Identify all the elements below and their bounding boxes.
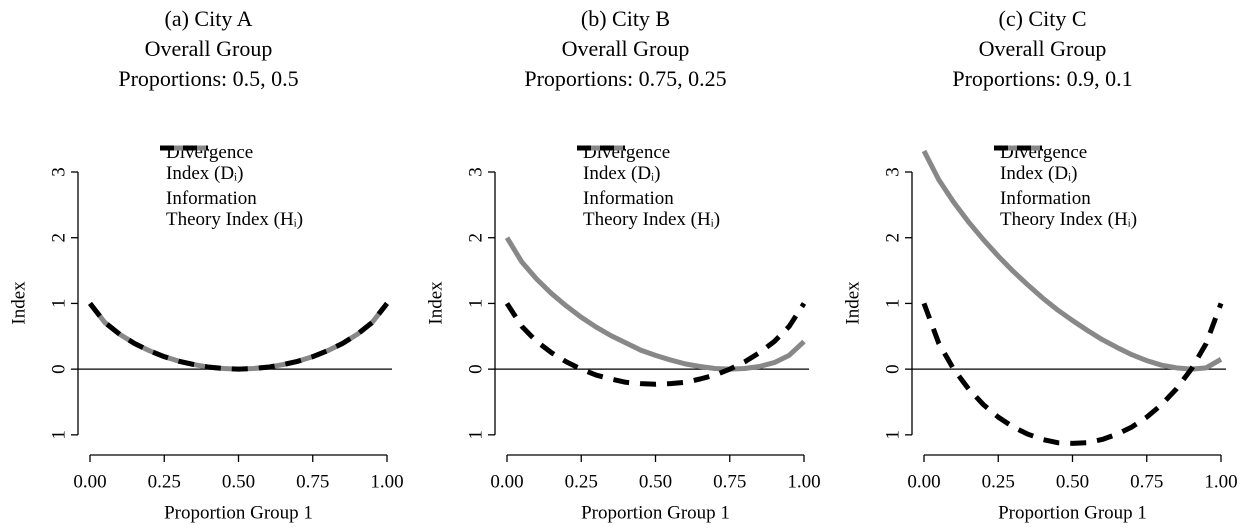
x-axis-title: Proportion Group 1 [998,502,1147,523]
x-tick-label: 0.75 [296,471,329,492]
x-tick-label: 0.50 [222,471,255,492]
x-tick-label: 0.00 [73,471,106,492]
legend-swatch [577,145,625,151]
y-axis-title: Index [8,281,29,325]
x-tick-label: 1.00 [787,471,820,492]
y-tick-label: 1 [882,299,903,309]
x-axis-title: Proportion Group 1 [164,502,313,523]
plot: 1 0 1 2 3 0.00 0.25 0.50 0.75 1.00 Proportion Grou… [8,167,403,523]
y-tick-label: 3 [465,167,486,177]
legend: Divergence Index (Dᵢ) Information Theory … [158,142,303,234]
x-tick-label: 0.25 [565,471,598,492]
series-line [504,302,807,387]
legend-entry: Information Theory Index (Hᵢ) [158,145,304,230]
x-axis-title: Proportion Group 1 [581,502,730,523]
y-tick-label: 3 [882,167,903,177]
y-tick-label: 2 [882,233,903,243]
y-tick-label: 1 [465,299,486,309]
series-line [504,236,806,372]
y-tick-label: 2 [465,233,486,243]
y-tick-label: 0 [882,364,903,374]
chart-title: (b) City B Overall Group Proportions: 0.… [524,6,727,91]
panel: 1 0 1 2 3 0.00 0.25 0.50 0.75 1.00 Proportion Grou… [417,0,834,529]
y-tick-label: 0 [465,364,486,374]
x-tick-label: 0.50 [639,471,672,492]
y-tick-label: 2 [48,233,69,243]
legend-swatch [994,145,1042,151]
series-line [88,301,389,372]
chart-title: (a) City A Overall Group Proportions: 0.… [118,6,299,91]
legend-entry: Information Theory Index (Hᵢ) [575,145,721,230]
x-tick-label: 0.75 [1130,471,1163,492]
legend-label: Information Theory Index (Hᵢ) [1000,188,1138,230]
x-tick-label: 0.00 [907,471,940,492]
chart-title: (c) City C Overall Group Proportions: 0.… [952,6,1133,91]
x-tick-label: 0.25 [982,471,1015,492]
x-tick-label: 0.75 [713,471,746,492]
y-tick-label: 0 [48,364,69,374]
x-tick-label: 0.00 [490,471,523,492]
series-line [921,149,1223,372]
legend: Divergence Index (Dᵢ) Information Theory … [992,142,1137,234]
x-tick-label: 0.25 [148,471,181,492]
legend-label: Information Theory Index (Hᵢ) [166,188,304,230]
legend-entry: Information Theory Index (Hᵢ) [992,145,1138,230]
plot: 1 0 1 2 3 0.00 0.25 0.50 0.75 1.00 Proportion Grou… [842,149,1238,523]
x-tick-label: 1.00 [1204,471,1237,492]
y-axis-title: Index [425,281,446,325]
legend-label: Information Theory Index (Hᵢ) [583,188,721,230]
y-tick-label: 1 [48,299,69,309]
legend: Divergence Index (Dᵢ) Information Theory … [575,142,720,234]
y-axis-title: Index [842,281,863,325]
series-line [88,301,389,372]
panel: 1 0 1 2 3 0.00 0.25 0.50 0.75 1.00 Proportion Grou… [834,0,1251,529]
plot: 1 0 1 2 3 0.00 0.25 0.50 0.75 1.00 Proportion Grou… [425,167,820,523]
x-tick-label: 1.00 [370,471,403,492]
panel: 1 0 1 2 3 0.00 0.25 0.50 0.75 1.00 Proportion Grou… [0,0,417,529]
series-line [921,302,1224,446]
y-tick-label: 3 [48,167,69,177]
y-tick-label: 1 [48,430,69,440]
x-tick-label: 0.50 [1056,471,1089,492]
legend-swatch [160,145,208,151]
y-tick-label: 1 [882,430,903,440]
y-tick-label: 1 [465,430,486,440]
